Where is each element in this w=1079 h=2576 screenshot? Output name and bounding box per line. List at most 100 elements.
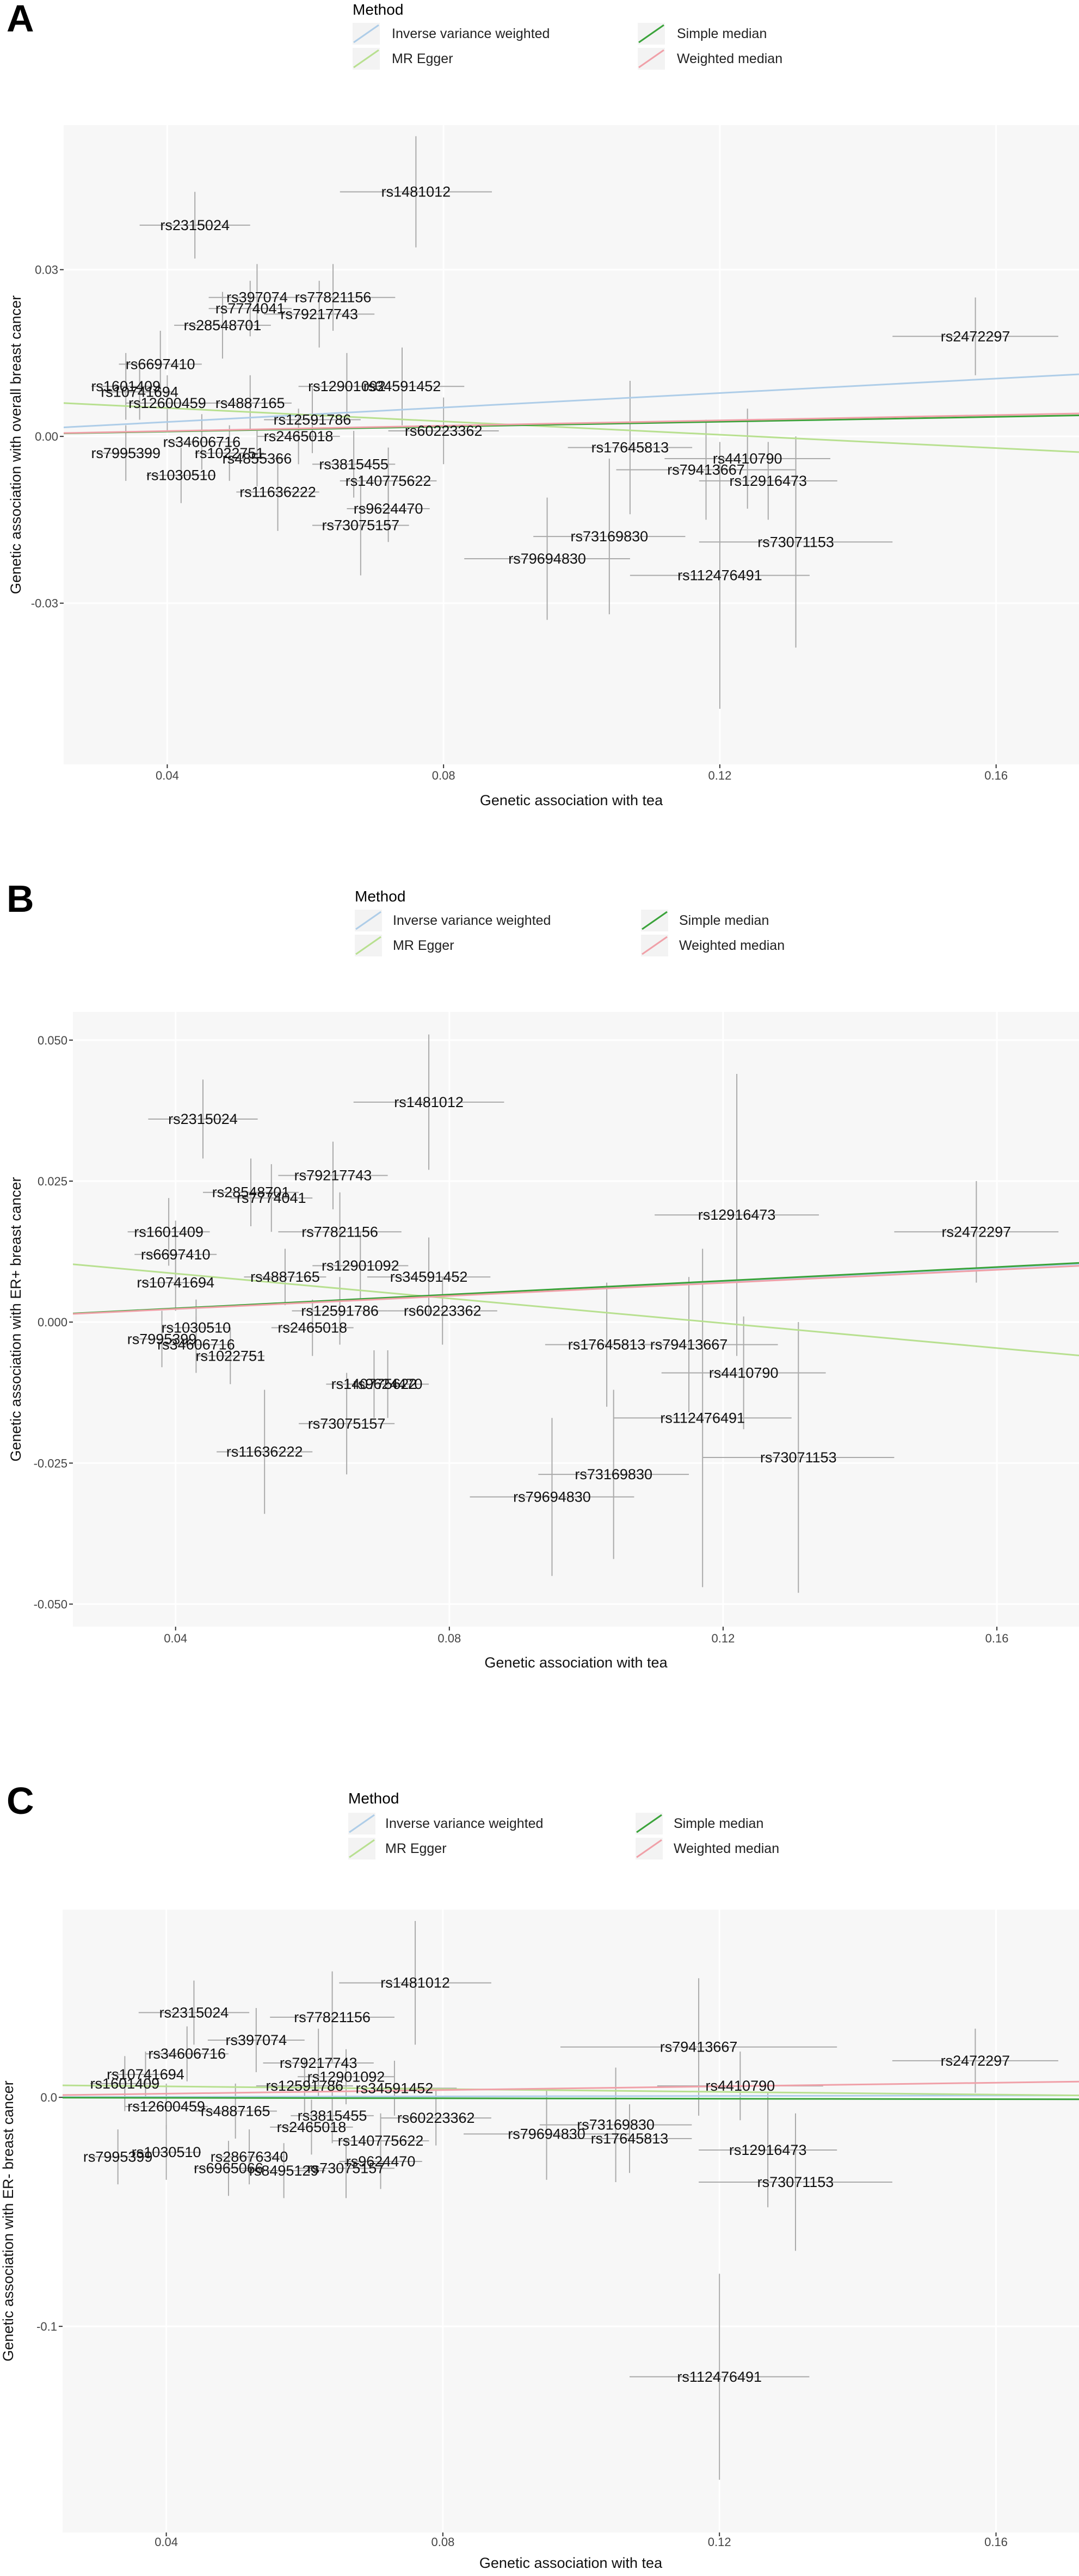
snp-label: rs112476491 (677, 2369, 762, 2385)
panel-label: A (7, 0, 34, 40)
snp-label: rs1601409 (91, 378, 161, 394)
legend-line-ivw (349, 1814, 375, 1833)
snp-label: rs2472297 (941, 2053, 1010, 2069)
y-tick-label: 0.025 (38, 1175, 67, 1188)
snp-label: rs79413667 (667, 461, 745, 478)
snp-label: rs60223362 (405, 423, 483, 439)
snp-label: rs140775622 (338, 2133, 424, 2149)
legend-line-weighted-median (642, 936, 668, 955)
snp-label: rs79694830 (508, 551, 586, 567)
x-tick-label: 0.04 (164, 1632, 187, 1645)
plot-background (63, 1910, 1079, 2532)
x-tick-label: 0.12 (712, 1632, 735, 1645)
snp-label: rs79413667 (650, 1337, 728, 1353)
snp-label: rs17645813 (591, 2130, 669, 2147)
legend-label-weighted-median: Weighted median (674, 1841, 780, 1856)
snp-label: rs9624470 (346, 2153, 416, 2170)
snp-label: rs12916473 (729, 2142, 807, 2158)
x-tick-label: 0.16 (984, 769, 1008, 782)
snp-label: rs2465018 (278, 1320, 347, 1336)
y-tick-label: 0.00 (35, 430, 58, 443)
snp-label: rs34606716 (163, 434, 241, 450)
snp-label: rs73071153 (757, 2174, 834, 2190)
legend-label-ivw: Inverse variance weighted (393, 913, 551, 928)
x-tick-label: 0.16 (984, 2535, 1008, 2549)
legend-label-simple-median: Simple median (674, 1816, 764, 1831)
snp-label: rs4887165 (201, 2103, 270, 2119)
snp-label: rs4410790 (709, 1364, 779, 1381)
regression-line-mr-egger (73, 1263, 1079, 1357)
snp-label: rs28548701 (212, 1184, 290, 1201)
snp-label: rs1030510 (146, 467, 216, 484)
chart-er-negative-breast-cancer: 0.04 0.08 0.12 0.16 0.0 -0.1 rs1481012 rs231502… (0, 1910, 1079, 2571)
snp-label: rs2465018 (277, 2119, 347, 2135)
snp-label: rs12600459 (128, 395, 206, 411)
plot-area: rs1481012rs2315024rs79217743rs28548701rs… (73, 1034, 1079, 1593)
legend-key-egger (348, 1838, 375, 1860)
snp-label: rs12901092 (308, 378, 386, 394)
snp-label: rs3815455 (319, 456, 389, 472)
legend-key-ivw (353, 23, 380, 45)
legend-key-ivw (348, 1813, 375, 1834)
plot-area: rs1481012 rs2315024 rs77821156 rs397074 rs79… (63, 1921, 1079, 2480)
snp-label: rs2315024 (159, 2004, 229, 2021)
snp-label: rs6697410 (141, 1246, 211, 1263)
legend-key-weighted-median (636, 1838, 663, 1860)
legend-line-egger (349, 1839, 375, 1858)
snp-label: rs34606716 (148, 2046, 226, 2062)
x-axis-title: Genetic association with tea (479, 2555, 663, 2571)
snp-label: rs8495129 (249, 2163, 319, 2179)
x-axis-title: Genetic association with tea (484, 1654, 668, 1671)
snp-label: rs73075157 (307, 2160, 385, 2177)
legend-key-weighted-median (641, 935, 668, 956)
snp-label: rs17645813 (568, 1337, 646, 1353)
snp-label: rs4855366 (223, 450, 292, 467)
snp-label: rs12901092 (307, 2068, 385, 2085)
legend-key-egger (353, 48, 380, 70)
snp-label: rs12916473 (698, 1207, 776, 1223)
snp-label: rs79217743 (280, 2055, 357, 2071)
y-tick-label: 0.03 (35, 263, 58, 277)
y-tick-label: 0.050 (38, 1034, 67, 1047)
snp-label: rs77821156 (301, 1224, 378, 1240)
plot-area: rs1481012 rs2315024 rs397074 rs77821156 rs77… (64, 136, 1079, 709)
snp-label: rs140775622 (331, 1376, 417, 1392)
snp-label: rs2315024 (160, 217, 230, 233)
y-tick-label: -0.1 (36, 2320, 57, 2333)
snp-label: rs34591452 (390, 1269, 468, 1285)
y-tick-label: -0.025 (34, 1456, 67, 1470)
snp-label: rs4410790 (706, 2078, 775, 2094)
snp-label: rs3815455 (298, 2108, 367, 2124)
regression-line-weighted-median (73, 1265, 1079, 1315)
x-tick-label: 0.08 (432, 769, 455, 782)
snp-label: rs73071153 (760, 1449, 837, 1466)
snp-label: rs12916473 (729, 473, 807, 489)
snp-label: rs1481012 (381, 184, 451, 200)
snp-label: rs7774041 (237, 1190, 306, 1206)
snp-label: rs9624470 (353, 1376, 423, 1392)
x-tick-label: 0.12 (708, 2535, 731, 2549)
panel-c: C Method Inverse variance weighted MR Eg… (0, 1746, 1079, 2573)
legend-title: Method (355, 888, 406, 905)
legend-key-egger (355, 935, 382, 956)
snp-label: rs77821156 (295, 289, 372, 306)
regression-line-inverse-variance-weighted (63, 2095, 1079, 2098)
snp-label: rs1481012 (394, 1094, 464, 1110)
legend-key-ivw (355, 910, 382, 931)
snp-label: rs1030510 (162, 1320, 231, 1336)
panel-label: B (7, 878, 34, 920)
legend-line-simple-median (636, 1814, 662, 1833)
legend-key-simple-median (641, 910, 668, 931)
snp-label: rs140775622 (346, 473, 431, 489)
snp-label: rs79217743 (280, 306, 358, 322)
snp-label: rs1601409 (90, 2075, 160, 2092)
snp-label: rs73075157 (308, 1416, 386, 1432)
y-axis-title: Genetic association with ER- breast canc… (0, 2080, 16, 2361)
legend-line-egger (353, 49, 379, 69)
legend-label-egger: MR Egger (385, 1841, 447, 1856)
legend-key-simple-median (638, 23, 665, 45)
snp-label: rs112476491 (677, 567, 762, 584)
x-tick-label: 0.16 (985, 1632, 1009, 1645)
regression-line-inverse-variance-weighted (64, 373, 1079, 429)
y-tick-label: -0.03 (31, 597, 58, 610)
